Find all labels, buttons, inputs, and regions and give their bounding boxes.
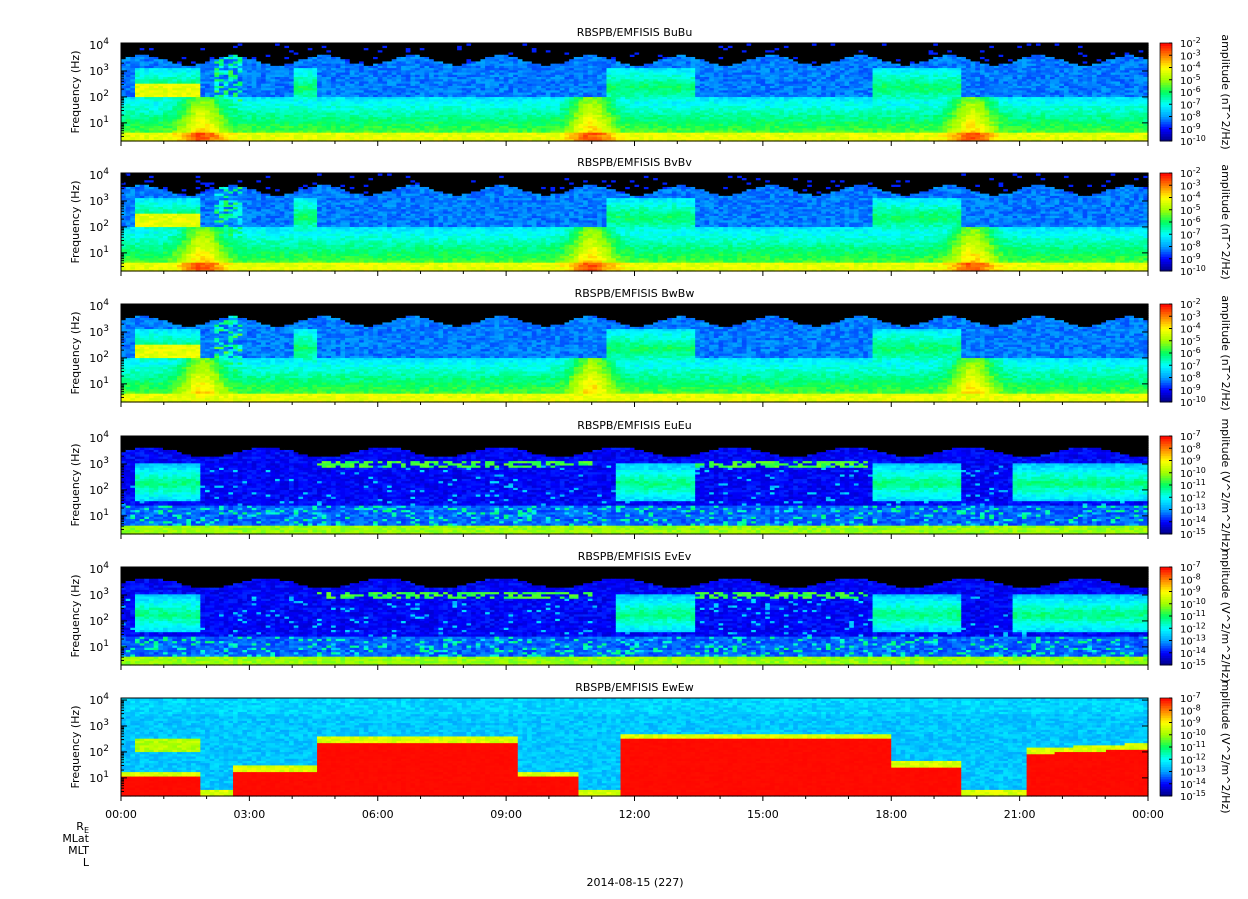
spectrogram-cells bbox=[121, 43, 1149, 142]
panels: RBSPB/EMFISIS BuBu101102103104Frequency … bbox=[69, 26, 1232, 814]
spectrogram-panel: RBSPB/EMFISIS BuBu101102103104Frequency … bbox=[69, 26, 1232, 150]
panel-title: RBSPB/EMFISIS BuBu bbox=[577, 26, 693, 39]
